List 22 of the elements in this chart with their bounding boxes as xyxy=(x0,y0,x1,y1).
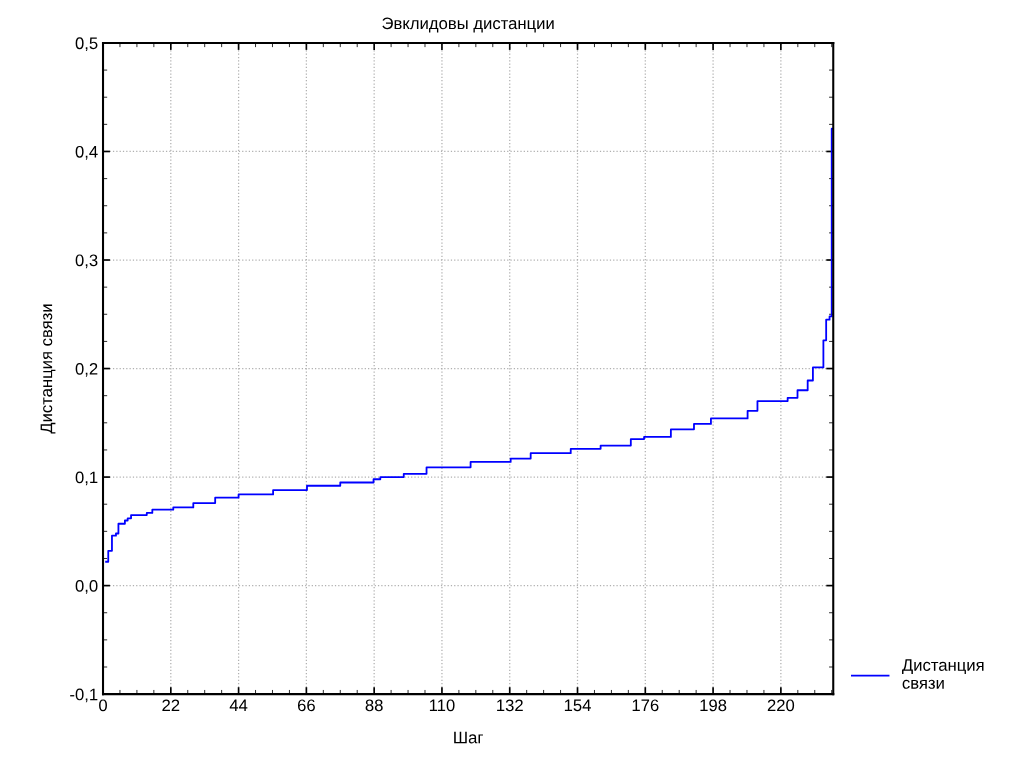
x-tick-label: 154 xyxy=(564,699,591,712)
x-tick-label: 110 xyxy=(429,699,455,712)
y-tick-label: -0,1 xyxy=(70,688,98,703)
y-tick-label: 0,0 xyxy=(75,580,98,594)
x-tick-label: 88 xyxy=(365,699,383,712)
x-tick-label: 220 xyxy=(767,699,795,712)
y-tick-label: 0,5 xyxy=(75,37,98,52)
x-tick-label: 66 xyxy=(297,699,315,712)
x-axis-title: Шаг xyxy=(454,731,483,744)
x-tick-label: 198 xyxy=(700,699,727,712)
x-tick-label: 132 xyxy=(497,699,523,712)
y-tick-label: 0,1 xyxy=(75,471,98,486)
x-tick-label: 176 xyxy=(632,699,659,712)
x-tick-label: 22 xyxy=(162,699,180,712)
y-tick-label: 0,4 xyxy=(75,145,98,160)
x-tick-label: 0 xyxy=(99,699,107,712)
y-tick-label: 0,2 xyxy=(75,362,98,377)
y-tick-label: 0,3 xyxy=(75,254,98,269)
legend-label: Дистанция связи xyxy=(902,659,984,689)
y-axis-title: Дистанция связи xyxy=(40,304,56,434)
x-tick-label: 44 xyxy=(229,699,248,712)
chart-title: Эвклидовы дистанции xyxy=(382,17,554,33)
